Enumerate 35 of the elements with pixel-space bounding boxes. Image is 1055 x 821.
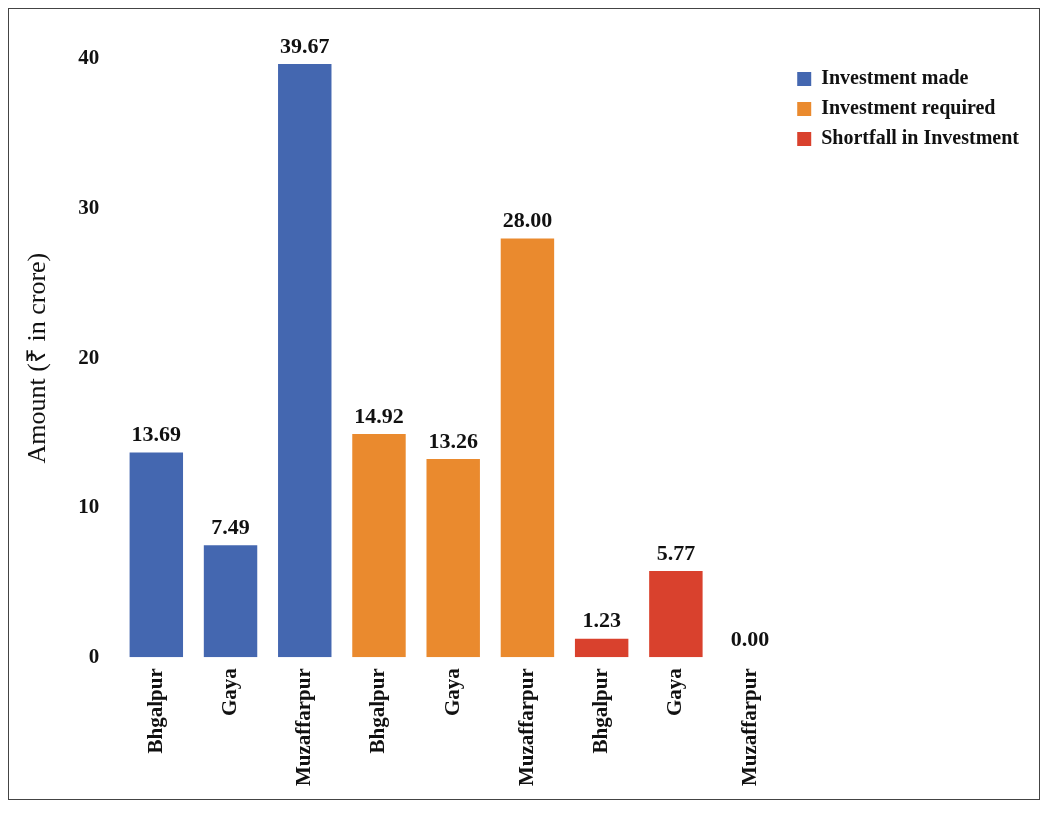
bar (352, 434, 406, 658)
data-label: 1.23 (582, 607, 621, 633)
y-tick-label: 40 (78, 45, 100, 70)
legend-label: Investment required (821, 96, 996, 120)
y-axis-title: Amount (₹ in crore) (22, 252, 52, 464)
data-label: 5.77 (656, 539, 696, 565)
data-label: 13.26 (428, 427, 478, 453)
bar (500, 238, 555, 658)
bar (574, 638, 629, 658)
data-label: 39.67 (280, 32, 330, 58)
x-tick-label: Gaya (662, 667, 687, 717)
bar (649, 570, 703, 658)
x-tick-label: Muzaffarpur (736, 668, 761, 787)
data-label: 14.92 (354, 402, 404, 428)
bar (278, 63, 332, 658)
bar (129, 452, 184, 658)
x-tick-label: Bhgalpur (142, 668, 167, 754)
x-tick-label: Gaya (439, 667, 464, 717)
x-tick-label: Bhgalpur (588, 668, 613, 754)
data-label: 7.49 (211, 513, 250, 539)
data-label: 28.00 (502, 207, 553, 233)
data-label: 0.00 (730, 625, 770, 651)
y-tick-label: 10 (78, 494, 100, 519)
bar (426, 458, 480, 658)
x-tick-label: Bhgalpur (365, 668, 390, 754)
x-tick-label: Muzaffarpur (513, 668, 538, 787)
y-tick-label: 30 (78, 194, 100, 219)
bar (203, 545, 258, 658)
legend-label: Investment made (821, 66, 969, 89)
x-tick-label: Gaya (216, 667, 241, 717)
y-tick-label: 0 (88, 643, 100, 668)
x-tick-label: Muzaffarpur (291, 668, 316, 787)
y-tick-label: 20 (78, 344, 100, 369)
data-label: 13.69 (131, 421, 182, 447)
legend-label: Shortfall in Investment (821, 126, 1020, 149)
